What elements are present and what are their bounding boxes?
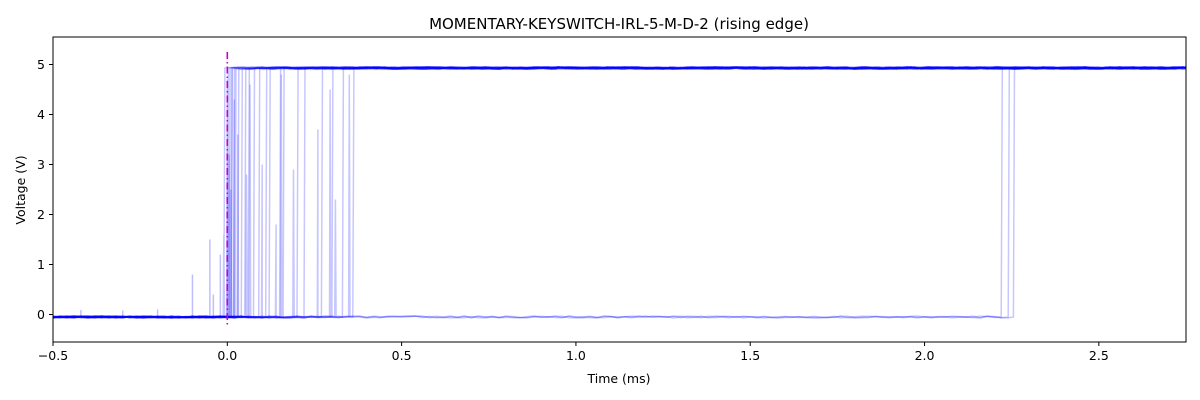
y-tick-label: 4 [37,107,45,122]
trace-line [53,66,1186,319]
trace-line [53,66,1186,319]
x-axis: −0.5 0.0 0.5 1.0 1.5 2.0 2.5 [38,342,1109,363]
trace-line [53,66,1186,319]
y-tick-label: 0 [37,307,45,322]
trace-line [53,66,1186,319]
trace-line [53,66,1186,319]
y-tick-label: 5 [37,57,45,72]
x-tick-label: 2.0 [915,348,935,363]
y-tick-label: 3 [37,157,45,172]
x-tick-label: 1.0 [566,348,586,363]
plot-frame [52,36,1187,343]
x-tick-label: 0.0 [217,348,237,363]
x-tick-label: 2.5 [1089,348,1109,363]
trace-line [53,66,1186,319]
trace-line [53,66,1186,319]
trace-line [53,66,1186,319]
trace-line [53,66,1186,319]
trace-line [53,66,1186,319]
trace-line [53,66,1186,319]
trace-line [53,66,1186,319]
x-tick-label: −0.5 [38,348,68,363]
trace-line [53,66,1186,319]
trace-line [53,66,1186,319]
trace-line [53,66,1186,319]
trace-line [53,66,1186,319]
x-axis-label: Time (ms) [586,371,650,386]
trace-line [53,66,1186,319]
traces [53,66,1186,319]
trace-line [53,66,1186,319]
x-tick-label: 0.5 [392,348,412,363]
trace-line [53,66,1186,319]
chart-title: MOMENTARY-KEYSWITCH-IRL-5-M-D-2 (rising … [429,15,809,33]
trace-line [53,66,1186,319]
y-axis-label: Voltage (V) [13,155,28,224]
y-tick-label: 1 [37,257,45,272]
trace-line [53,66,1186,319]
plot-area [53,52,1186,327]
y-axis: 0 1 2 3 4 5 [37,57,53,322]
trace-line [53,66,1186,319]
trace-line [53,66,1186,319]
trace-line [53,66,1186,319]
trace-line [53,66,1186,319]
x-tick-label: 1.5 [740,348,760,363]
trace-line [53,66,1186,319]
y-tick-label: 2 [37,207,45,222]
